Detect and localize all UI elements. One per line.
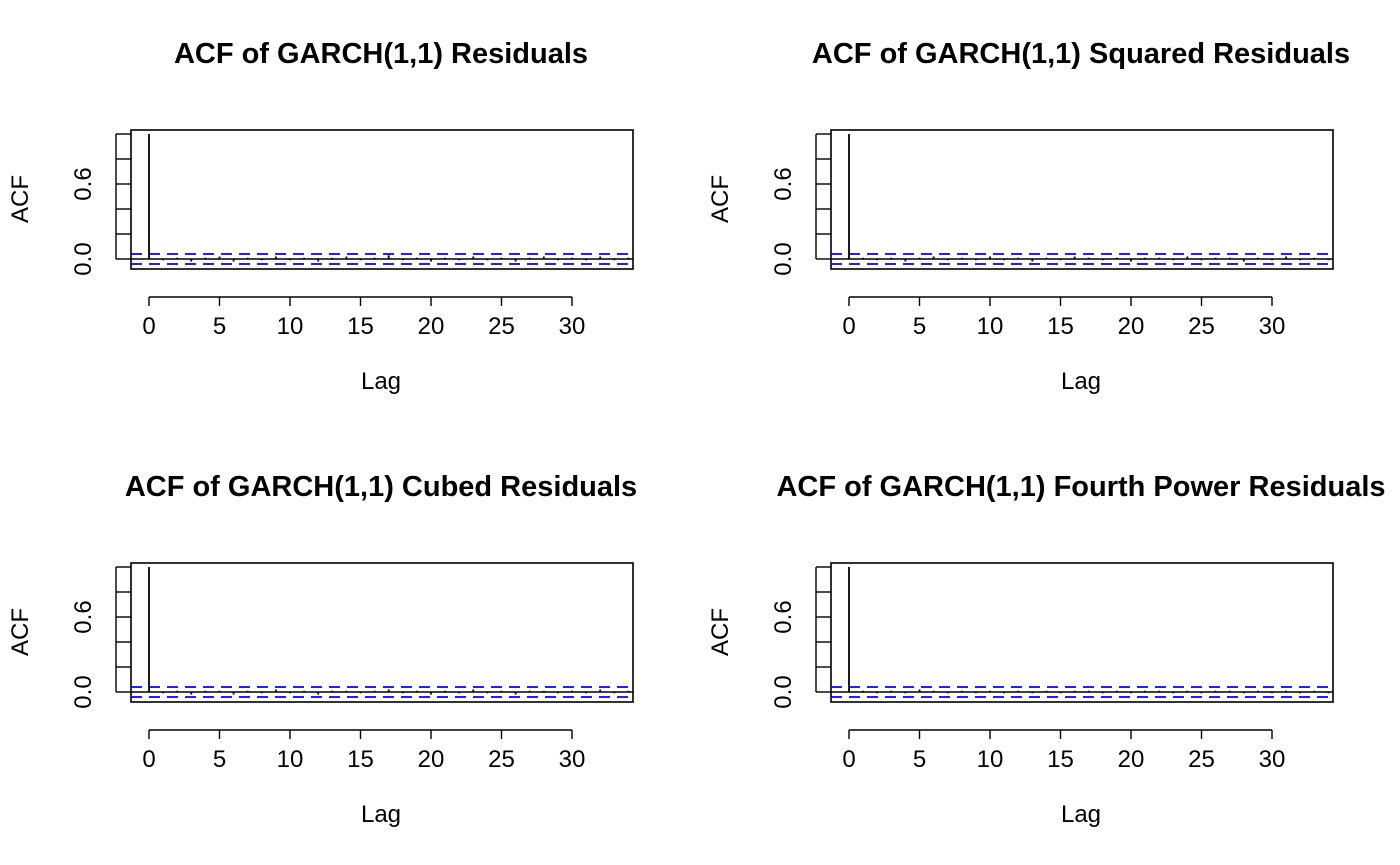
x-axis-label: Lag [360,801,402,828]
acf-plot: 0 5 10 15 20 25 30 0.0 0.6 [770,562,1334,773]
x-tick-label: 5 [213,746,226,773]
x-tick-label: 10 [977,746,1004,773]
x-tick-label: 15 [1047,313,1074,340]
y-tick-label: 0.6 [70,600,97,633]
x-tick-label: 25 [1188,313,1215,340]
x-tick-label: 0 [842,746,855,773]
x-tick-label: 20 [418,746,445,773]
x-tick-label: 20 [1118,746,1145,773]
x-tick-label: 25 [488,313,515,340]
x-tick-label: 30 [1259,313,1286,340]
y-tick-label: 0.0 [70,675,97,708]
acf-panel-squared-residuals: ACF of GARCH(1,1) Squared Residuals ACF … [700,0,1400,432]
chart-title: ACF of GARCH(1,1) Cubed Residuals [124,471,638,503]
y-tick-label: 0.6 [770,167,797,200]
acf-panel-cubed-residuals: ACF of GARCH(1,1) Cubed Residuals ACF La… [0,433,700,865]
x-tick-label: 20 [418,313,445,340]
x-tick-label: 15 [1047,746,1074,773]
x-tick-label: 30 [1259,746,1286,773]
acf-panel-fourth-power-residuals: ACF of GARCH(1,1) Fourth Power Residuals… [700,433,1400,865]
plot-frame [130,562,634,703]
x-axis-label: Lag [1060,801,1102,828]
x-tick-label: 0 [142,313,155,340]
acf-plot: 0 5 10 15 20 25 30 0.0 0.6 [70,129,634,340]
plot-frame [830,129,1334,270]
x-tick-label: 30 [559,313,586,340]
y-tick-label: 0.0 [770,675,797,708]
plot-frame [130,129,634,270]
x-tick-label: 25 [1188,746,1215,773]
x-tick-label: 0 [142,746,155,773]
acf-plot: 0 5 10 15 20 25 30 0.0 0.6 [70,562,634,773]
x-tick-label: 10 [977,313,1004,340]
x-tick-label: 25 [488,746,515,773]
y-tick-label: 0.0 [770,242,797,275]
x-tick-label: 20 [1118,313,1145,340]
x-tick-label: 5 [213,313,226,340]
y-tick-label: 0.6 [70,167,97,200]
x-tick-label: 10 [277,313,304,340]
x-tick-label: 30 [559,746,586,773]
x-tick-label: 5 [913,746,926,773]
acf-panel-residuals: ACF of GARCH(1,1) Residuals ACF Lag 0 5 10… [0,0,700,432]
x-axis-label: Lag [1060,368,1102,395]
x-tick-label: 0 [842,313,855,340]
x-tick-label: 15 [347,746,374,773]
x-tick-label: 10 [277,746,304,773]
chart-title: ACF of GARCH(1,1) Fourth Power Residuals [776,471,1386,503]
acf-plot: 0 5 10 15 20 25 30 0.0 0.6 [770,129,1334,340]
x-tick-label: 5 [913,313,926,340]
y-tick-label: 0.6 [770,600,797,633]
x-tick-label: 15 [347,313,374,340]
plot-frame [830,562,1334,703]
chart-title: ACF of GARCH(1,1) Residuals [173,38,589,70]
x-axis-label: Lag [360,368,402,395]
y-tick-label: 0.0 [70,242,97,275]
chart-title: ACF of GARCH(1,1) Squared Residuals [811,38,1351,70]
